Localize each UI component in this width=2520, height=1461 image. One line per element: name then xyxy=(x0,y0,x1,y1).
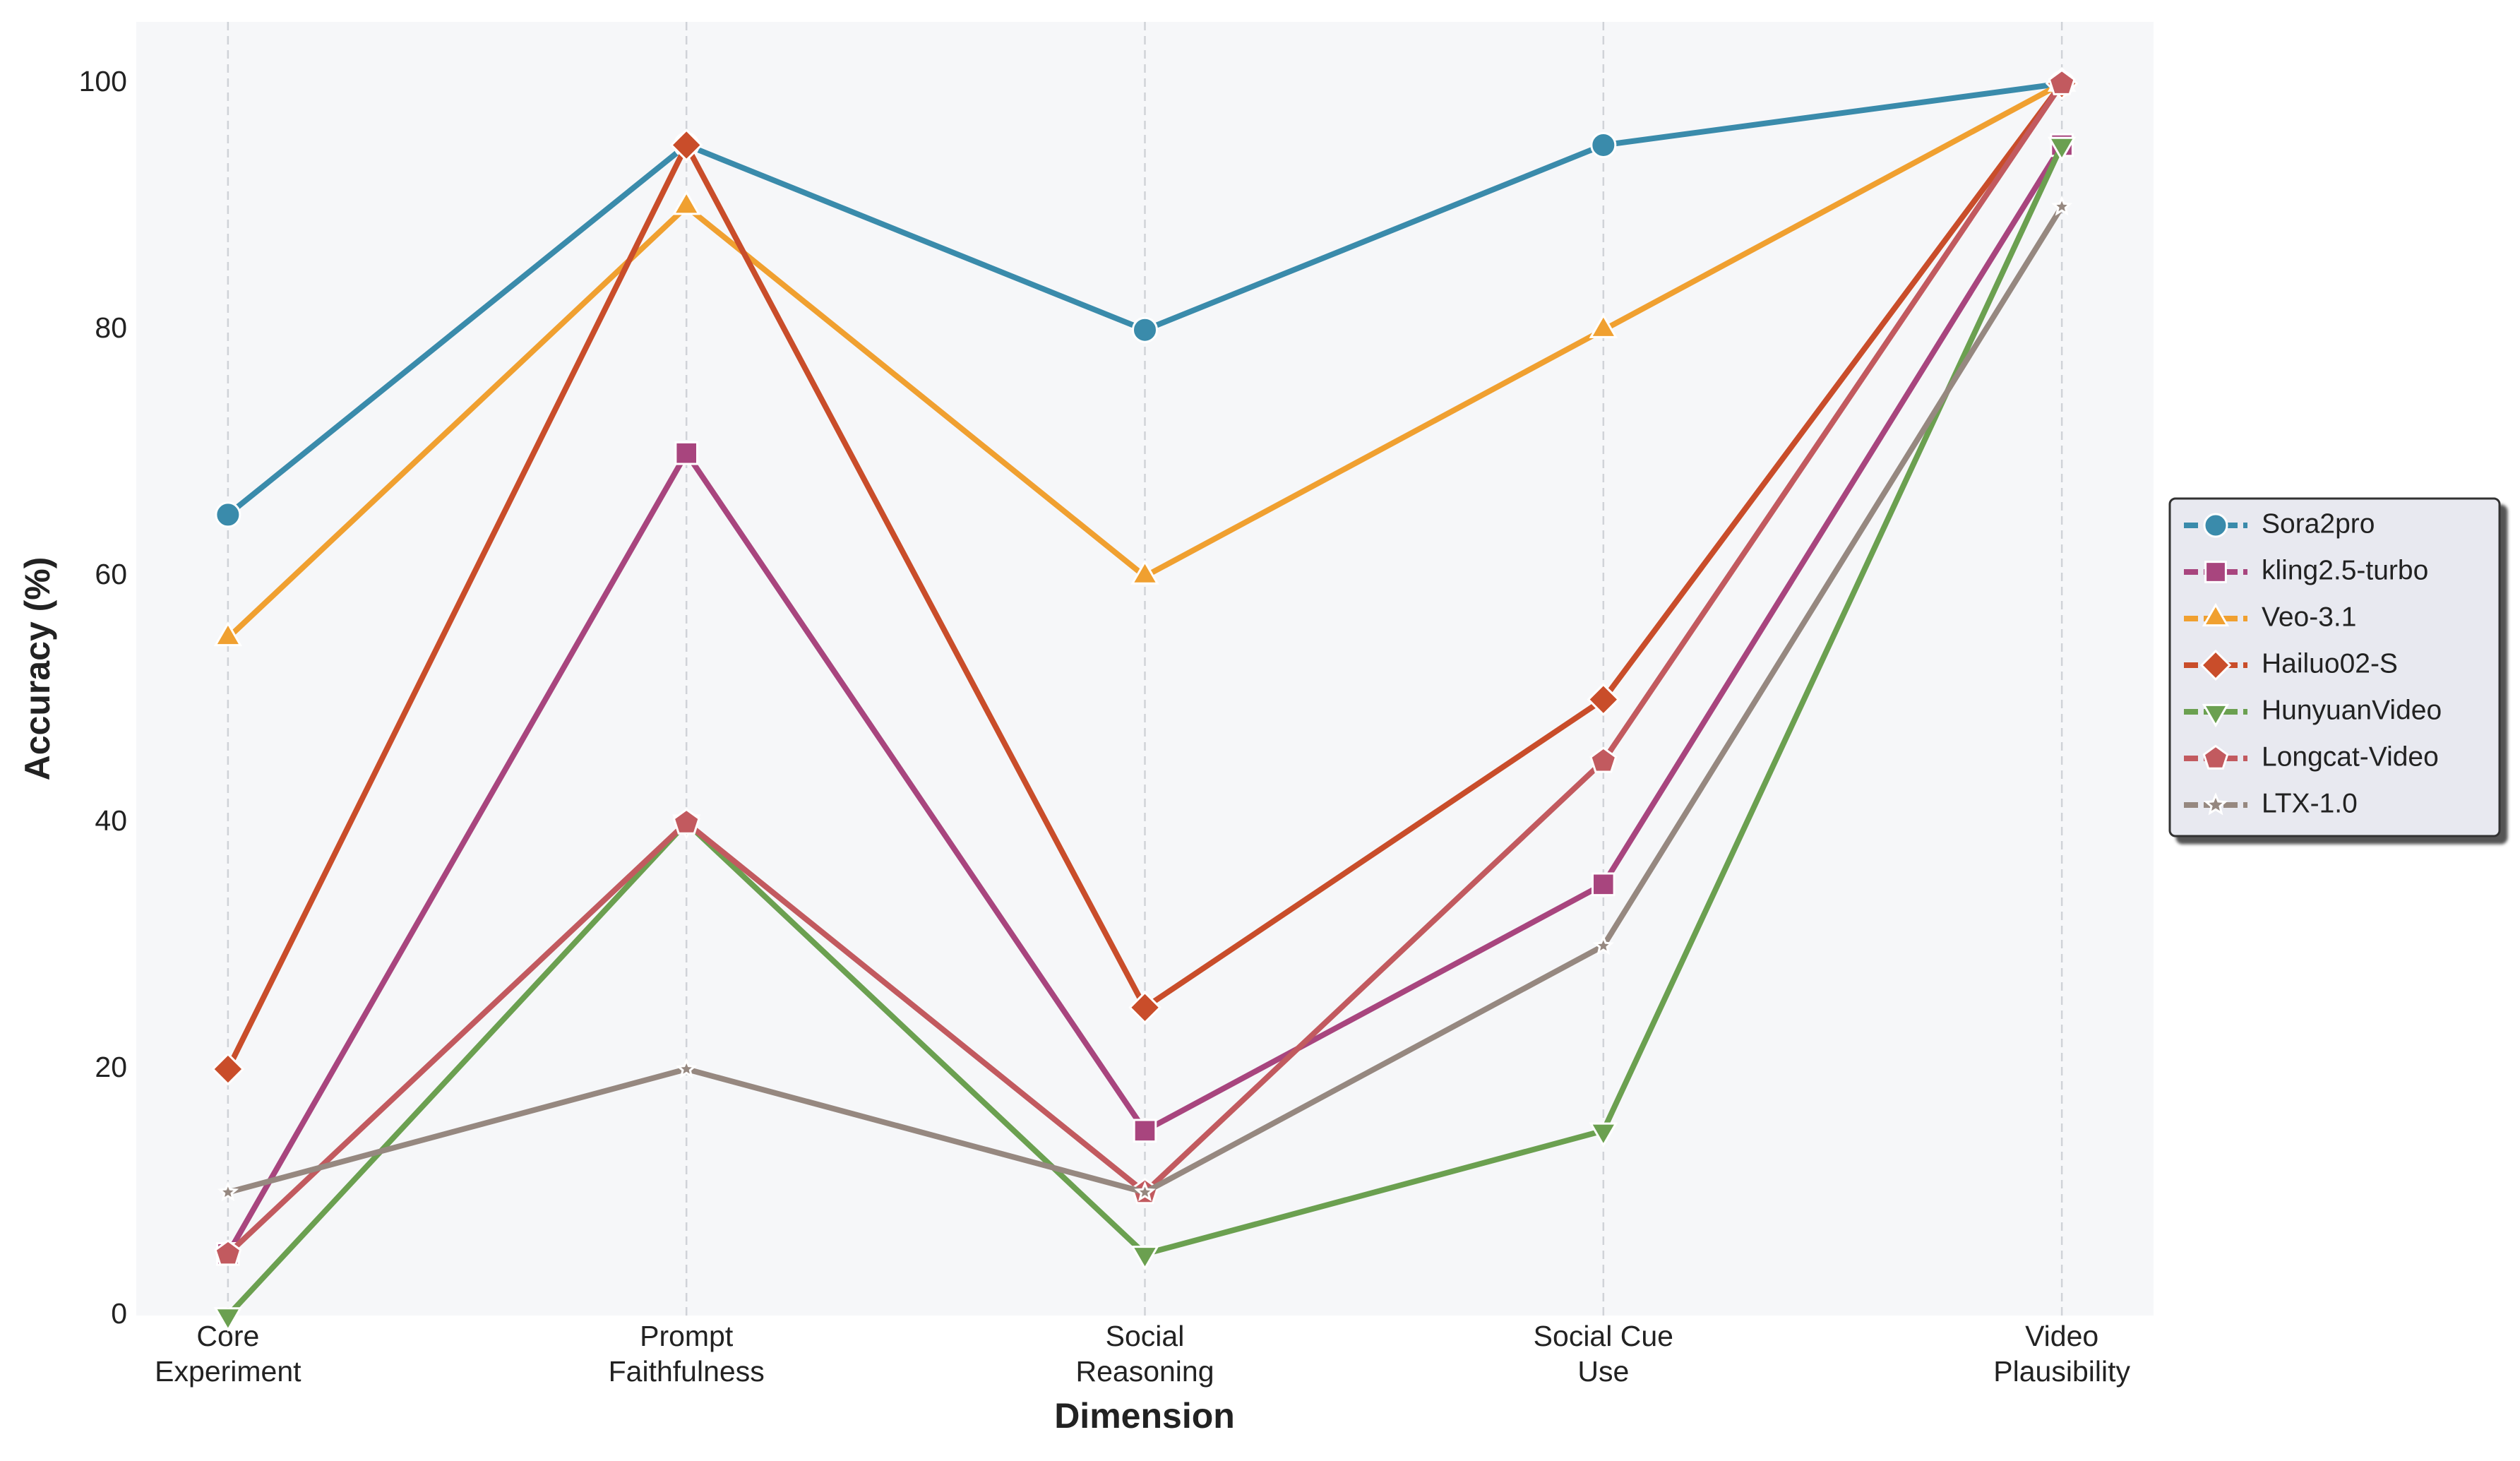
point xyxy=(674,441,698,465)
x-tick-label: Video Plausibility xyxy=(1993,1320,2130,1388)
point xyxy=(1131,316,1159,343)
x-tick-label: Social Reasoning xyxy=(1075,1320,1214,1388)
point xyxy=(1134,1181,1156,1202)
y-tick-label: 20 xyxy=(95,1051,127,1083)
legend-marker xyxy=(2202,703,2230,728)
y-tick-label: 0 xyxy=(111,1297,127,1330)
y-tick-label: 80 xyxy=(95,311,127,344)
point xyxy=(671,190,701,215)
y-tick-label: 100 xyxy=(79,65,127,97)
legend-label: kling2.5-turbo xyxy=(2262,555,2428,585)
x-tick-label: Prompt Faithfulness xyxy=(609,1320,765,1388)
x-tick-label: Social Cue Use xyxy=(1534,1320,1673,1388)
point xyxy=(1128,991,1162,1025)
legend-marker xyxy=(2203,792,2228,816)
y-tick-label: 60 xyxy=(95,558,127,590)
y-tick-label: 40 xyxy=(95,804,127,837)
x-axis-title: Dimension xyxy=(1054,1396,1235,1436)
point xyxy=(1590,131,1617,158)
legend-marker xyxy=(2204,561,2227,583)
point xyxy=(1130,1246,1159,1271)
point xyxy=(215,501,241,528)
legend-label: Sora2pro xyxy=(2262,508,2375,539)
point xyxy=(669,129,703,162)
legend: Sora2pro kling2.5-turbo Veo-3.1 Hailuo02-S H… xyxy=(2168,497,2501,837)
legend-label: HunyuanVideo xyxy=(2262,695,2442,725)
point xyxy=(213,621,243,647)
legend-label: LTX-1.0 xyxy=(2262,788,2358,818)
point xyxy=(1130,559,1159,585)
legend-label: Veo-3.1 xyxy=(2262,602,2356,632)
point xyxy=(1589,1122,1618,1147)
legend-box xyxy=(2168,497,2501,837)
legend-label: Hailuo02-S xyxy=(2262,648,2398,679)
legend-marker xyxy=(2203,513,2228,538)
y-axis-title: Accuracy (%) xyxy=(18,557,57,781)
point xyxy=(1587,683,1620,717)
point xyxy=(676,1058,698,1079)
legend-marker xyxy=(2199,649,2232,681)
point xyxy=(214,1239,242,1266)
point xyxy=(1589,313,1618,338)
legend-marker xyxy=(2202,602,2230,627)
legend-label: Longcat-Video xyxy=(2262,741,2439,772)
point xyxy=(2048,68,2076,95)
point xyxy=(1592,934,1614,955)
point xyxy=(1133,1119,1157,1143)
point xyxy=(2051,195,2073,216)
point xyxy=(2047,136,2077,162)
point xyxy=(672,808,700,835)
point xyxy=(217,1181,239,1202)
point xyxy=(1589,746,1618,773)
point xyxy=(213,1307,243,1332)
point xyxy=(211,1052,245,1086)
legend-marker xyxy=(2202,744,2229,770)
point xyxy=(1592,872,1616,897)
